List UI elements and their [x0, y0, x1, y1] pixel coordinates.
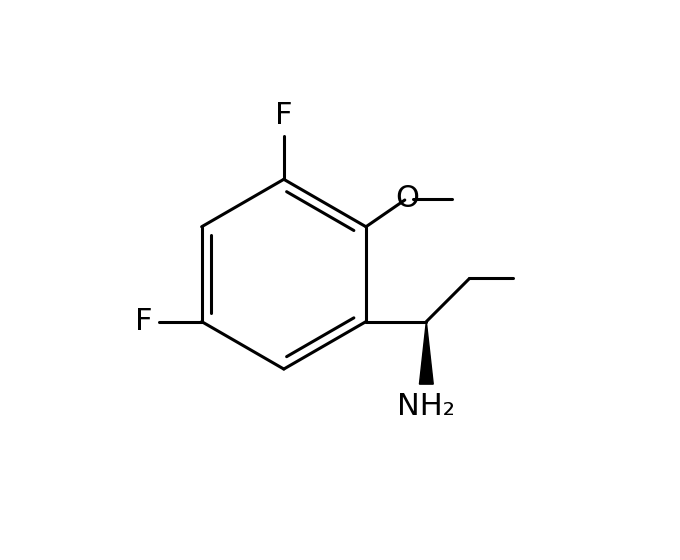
Text: F: F	[275, 101, 292, 130]
Text: O: O	[395, 184, 419, 213]
Polygon shape	[420, 321, 433, 384]
Text: F: F	[135, 307, 152, 336]
Text: NH₂: NH₂	[397, 392, 456, 421]
